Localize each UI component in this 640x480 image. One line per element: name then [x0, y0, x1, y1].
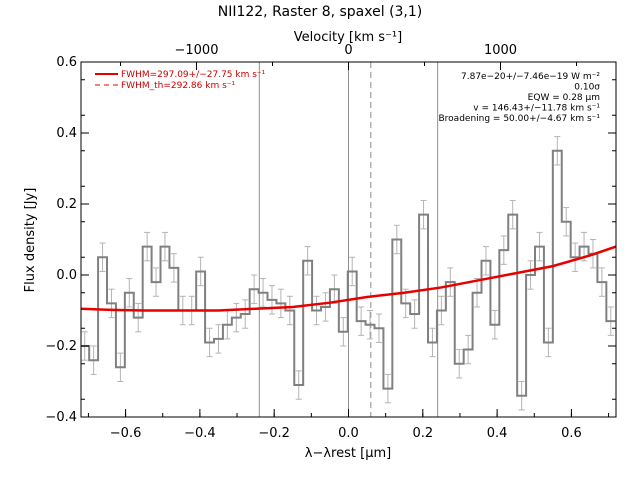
top-tick-label: 1000 — [484, 43, 517, 58]
y-tick-label: 0.6 — [56, 55, 77, 70]
annotation-line: EQW = 0.28 μm — [528, 93, 600, 103]
annotation-line: 7.87e−20+/−7.46e−19 W m⁻² — [461, 72, 600, 82]
top-tick-label: −1000 — [174, 43, 218, 58]
annotation-line: 0.10σ — [574, 83, 600, 93]
y-tick-label: 0.4 — [56, 126, 77, 141]
x-tick-label: 0.6 — [561, 426, 582, 441]
velocity-guide-lines — [258, 62, 439, 417]
y-tick-label: −0.4 — [45, 410, 77, 425]
y-tick-label: −0.2 — [45, 339, 77, 354]
fit-curve-line — [80, 245, 617, 312]
x-tick-label: −0.4 — [184, 426, 216, 441]
annotation-line: Broadening = 50.00+/−4.67 km s⁻¹ — [439, 114, 601, 124]
chart-title: NII122, Raster 8, spaxel (3,1) — [218, 4, 423, 20]
legend-label: FWHM_th=292.86 km s⁻¹ — [121, 81, 236, 91]
data-step-line — [81, 149, 616, 397]
x-tick-label: −0.2 — [258, 426, 290, 441]
x-tick-label: 0.2 — [412, 426, 433, 441]
fit-series — [80, 245, 617, 312]
x-axis-label: λ−λrest [μm] — [305, 446, 391, 461]
top-tick-label: 0 — [344, 43, 352, 58]
legend: FWHM=297.09+/−27.75 km s⁻¹FWHM_th=292.86… — [95, 70, 266, 91]
axes: −0.6 −0.4 −0.2 0.0 0.2 0.4 0.6 −0.4 −0.2 0.0 0.2 0.… — [45, 43, 617, 441]
data-series — [81, 149, 616, 397]
legend-label: FWHM=297.09+/−27.75 km s⁻¹ — [121, 70, 266, 80]
annotation-line: v = 146.43+/−11.78 km s⁻¹ — [473, 104, 600, 114]
x-tick-label: 0.0 — [338, 426, 359, 441]
x-tick-label: −0.6 — [110, 426, 142, 441]
top-axis-label: Velocity [km s⁻¹] — [294, 30, 402, 45]
y-tick-label: 0.2 — [56, 197, 77, 212]
y-tick-label: 0.0 — [56, 268, 77, 283]
x-tick-label: 0.4 — [487, 426, 508, 441]
y-axis-label: Flux density [Jy] — [23, 188, 38, 293]
